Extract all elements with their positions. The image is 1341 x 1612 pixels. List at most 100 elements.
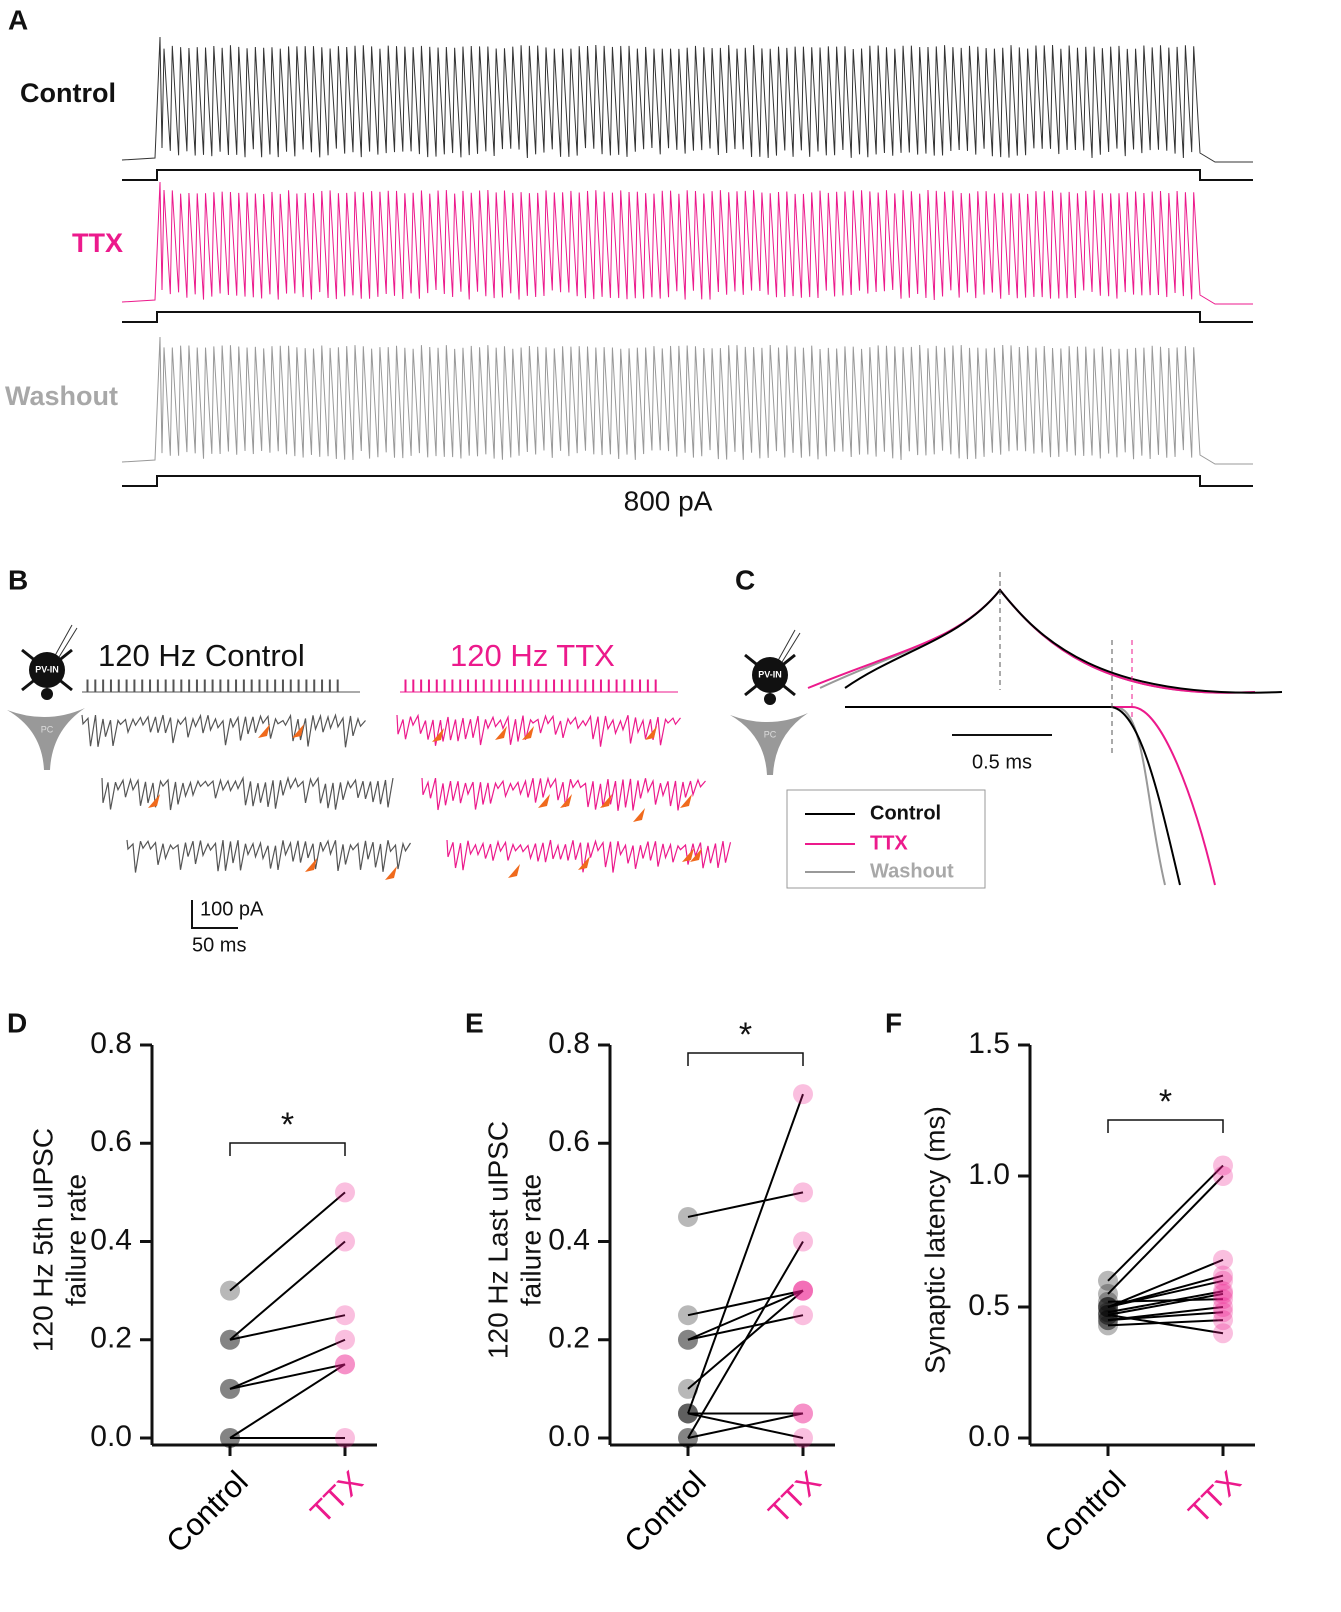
y-tick-label: 0.4 <box>90 1223 132 1256</box>
data-point <box>678 1329 698 1350</box>
data-point <box>220 1280 240 1301</box>
pair-line <box>1107 1164 1224 1282</box>
data-point <box>678 1403 698 1424</box>
legend <box>786 789 986 889</box>
cell-label: PC <box>41 724 54 734</box>
data-point <box>793 1403 813 1424</box>
data-point <box>1098 1297 1118 1317</box>
cell-label: PC <box>764 729 777 739</box>
arrowhead <box>680 794 692 808</box>
data-point <box>1098 1302 1118 1323</box>
y-axis-label: failure rate <box>515 1174 546 1306</box>
data-point <box>220 1329 240 1350</box>
data-point <box>1213 1323 1233 1344</box>
x-tick-label: TTX <box>304 1464 370 1530</box>
data-point <box>1213 1249 1233 1270</box>
arrowhead <box>645 726 657 740</box>
ipsc-trace <box>396 713 681 747</box>
data-point <box>1213 1265 1233 1286</box>
scale-label: 100 pA <box>200 898 264 920</box>
significance-label: * <box>739 1016 752 1054</box>
y-tick-label: 0.0 <box>548 1420 590 1453</box>
arrowhead <box>560 794 572 808</box>
scale-bar <box>191 900 238 929</box>
y-axis-label: 120 Hz Last uIPSC <box>482 1121 513 1359</box>
data-point <box>1213 1310 1233 1331</box>
data-point <box>793 1182 813 1203</box>
legend-label: Washout <box>870 860 954 882</box>
data-point <box>335 1329 355 1350</box>
stimulus-step <box>122 475 1253 487</box>
data-point <box>220 1428 240 1448</box>
trace-title: 120 Hz TTX <box>450 638 615 673</box>
pair-line <box>687 1289 804 1317</box>
panel-label: D <box>7 1007 27 1038</box>
data-point <box>220 1378 240 1399</box>
pair-line <box>687 1289 804 1341</box>
x-tick-label: Control <box>1037 1464 1132 1559</box>
arrowhead <box>385 866 397 880</box>
cell-icon <box>752 657 788 693</box>
data-point <box>793 1428 813 1448</box>
significance-bracket <box>1107 1119 1224 1133</box>
pair-line <box>229 1240 346 1341</box>
pair-line <box>229 1363 346 1439</box>
data-point <box>335 1182 355 1203</box>
pair-line <box>687 1412 804 1439</box>
ap-curve <box>844 588 1283 694</box>
voltage-trace <box>121 336 1253 465</box>
pair-line <box>1107 1319 1224 1327</box>
cell-icon <box>730 713 808 775</box>
pair-line <box>229 1191 346 1292</box>
cell-icon <box>29 652 65 688</box>
panel-label: C <box>735 564 755 595</box>
data-point <box>335 1428 355 1448</box>
data-point <box>1213 1283 1233 1304</box>
data-point <box>678 1428 698 1448</box>
data-point <box>678 1378 698 1399</box>
psc-curve <box>845 706 1216 886</box>
y-tick-label: 0.8 <box>548 1027 590 1060</box>
cell-icon <box>41 688 53 700</box>
data-point <box>1098 1310 1118 1331</box>
stimulus-step <box>122 311 1253 323</box>
stim-train <box>400 679 678 693</box>
legend-label: Control <box>870 802 941 824</box>
stimulus-step <box>122 169 1253 181</box>
arrowhead <box>600 794 612 808</box>
psc-curve <box>845 706 1181 886</box>
ipsc-trace <box>421 776 706 811</box>
y-tick-label: 0.2 <box>90 1322 132 1355</box>
stim-train <box>82 679 360 693</box>
y-tick-label: 0.8 <box>90 1027 132 1060</box>
arrowhead <box>292 724 304 738</box>
data-point <box>1098 1270 1118 1291</box>
significance-bracket <box>229 1142 346 1156</box>
arrowhead <box>633 808 645 822</box>
pair-line <box>229 1363 346 1390</box>
data-point <box>220 1428 240 1448</box>
data-point <box>793 1403 813 1424</box>
data-point <box>793 1231 813 1252</box>
significance-label: * <box>1159 1083 1172 1121</box>
y-axis-label: 120 Hz 5th uIPSC <box>27 1128 58 1352</box>
data-point <box>793 1305 813 1326</box>
arrowhead <box>690 848 702 862</box>
data-point <box>1213 1289 1233 1310</box>
pair-line <box>687 1093 804 1414</box>
data-point <box>793 1280 813 1301</box>
data-point <box>1098 1315 1118 1336</box>
arrowhead <box>148 794 160 808</box>
data-point <box>1098 1297 1118 1317</box>
data-point <box>1213 1302 1233 1323</box>
data-point <box>335 1354 355 1375</box>
data-point <box>1098 1310 1118 1331</box>
data-point <box>220 1378 240 1399</box>
pair-line <box>229 1314 346 1341</box>
x-tick-label: Control <box>617 1464 712 1559</box>
stimulus-label: 800 pA <box>624 485 713 516</box>
arrowhead <box>432 728 444 742</box>
voltage-trace <box>121 181 1253 305</box>
data-point <box>1213 1166 1233 1186</box>
